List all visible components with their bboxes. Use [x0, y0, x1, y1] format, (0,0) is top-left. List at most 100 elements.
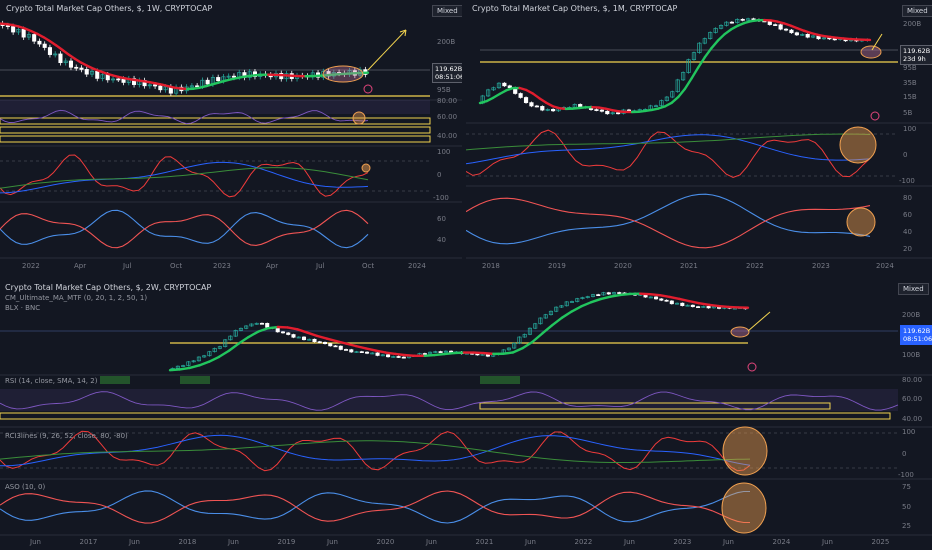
- biweekly-candle: [212, 347, 217, 353]
- monthly-chart-canvas[interactable]: [466, 0, 932, 275]
- scale-mode-button[interactable]: Mixed: [898, 283, 929, 295]
- moving-average-segment: [266, 325, 279, 330]
- moving-average-segment: [688, 299, 701, 305]
- chart-panel-monthly[interactable]: Crypto Total Market Cap Others, $, 1M, C…: [466, 0, 932, 275]
- moving-average-segment: [207, 355, 221, 363]
- moving-average-segment: [729, 24, 739, 31]
- time-axis-label: 2022: [574, 538, 593, 546]
- chart-panel-biweekly[interactable]: Crypto Total Market Cap Others, $, 2W, C…: [0, 279, 932, 550]
- rsi-zone-box: [0, 135, 431, 143]
- moving-average-segment: [531, 332, 544, 344]
- rsi-zone-box: [0, 412, 891, 420]
- moving-average-segment: [485, 96, 495, 103]
- weekly-candle: [68, 60, 74, 68]
- rsi-legend[interactable]: RSI (14, close, SMA, 14, 2): [5, 377, 98, 385]
- moving-average-segment: [663, 101, 673, 108]
- price-axis-label: 35B: [903, 79, 917, 87]
- rci-long-line: [0, 440, 751, 463]
- biweekly-candle: [244, 325, 249, 329]
- moving-average-segment: [560, 310, 573, 320]
- moving-average-segment: [217, 349, 230, 359]
- weekly-candle: [58, 53, 63, 64]
- monthly-candle: [821, 37, 827, 40]
- monthly-candle: [789, 29, 794, 34]
- monthly-candle: [518, 93, 523, 98]
- weekly-candle: [5, 25, 10, 27]
- monthly-candle: [811, 35, 816, 38]
- rsi-overbought-marker: [100, 376, 130, 384]
- highlight-ellipse: [322, 65, 364, 83]
- biweekly-candle: [249, 323, 254, 327]
- moving-average-segment: [609, 293, 622, 298]
- time-axis-label: 2019: [548, 262, 566, 270]
- rci-short-line: [0, 154, 369, 198]
- monthly-candle: [507, 85, 512, 89]
- biweekly-candle: [685, 304, 690, 307]
- time-axis-label: 2019: [277, 538, 296, 546]
- moving-average-segment: [256, 327, 270, 333]
- scale-mode-button[interactable]: Mixed: [902, 5, 932, 17]
- time-axis-label: 2023: [213, 262, 231, 270]
- weekly-candle: [231, 75, 236, 78]
- moving-average-segment: [580, 300, 593, 308]
- biweekly-candle: [254, 322, 259, 325]
- monthly-candle: [551, 108, 556, 112]
- rci-legend[interactable]: RCI3lines (9, 26, 52, close, 80, -80): [5, 432, 128, 440]
- biweekly-candle: [696, 306, 701, 309]
- biweekly-candle: [559, 305, 564, 308]
- biweekly-candle: [354, 351, 359, 354]
- moving-average-segment: [433, 352, 446, 357]
- time-axis-label: 2017: [79, 538, 98, 546]
- biweekly-candle: [386, 354, 391, 358]
- moving-average-segment: [423, 353, 436, 358]
- weekly-candle: [121, 78, 126, 83]
- moving-average-segment: [178, 366, 191, 371]
- time-axis-label: 2023: [812, 262, 830, 270]
- weekly-chart-canvas[interactable]: [0, 0, 462, 275]
- biweekly-candle: [228, 335, 233, 341]
- monthly-candle: [708, 32, 713, 39]
- moving-average-segment: [42, 36, 52, 43]
- biweekly-candle: [359, 351, 364, 354]
- biweekly-candle: [322, 341, 328, 345]
- monthly-candle: [773, 24, 778, 26]
- biweekly-candle: [317, 341, 322, 344]
- chart-panel-weekly[interactable]: Crypto Total Market Cap Others, $, 1W, C…: [0, 0, 462, 275]
- weekly-candle: [195, 85, 200, 88]
- biweekly-chart-canvas[interactable]: [0, 279, 932, 550]
- weekly-candle: [116, 78, 121, 81]
- biweekly-candle: [701, 306, 706, 308]
- monthly-candle: [496, 82, 502, 89]
- weekly-candle: [163, 86, 168, 91]
- last-price-value: 119.62B: [435, 65, 462, 73]
- weekly-candle: [89, 71, 95, 75]
- aso-axis-label: 40: [903, 228, 912, 236]
- time-axis-label: 2024: [408, 262, 426, 270]
- monthly-candle: [616, 112, 621, 115]
- highlight-circle: [839, 126, 877, 164]
- indicator-legend[interactable]: CM_Ultimate_MA_MTF (0, 20, 1, 2, 50, 1): [5, 294, 148, 302]
- moving-average-segment: [703, 47, 713, 59]
- biweekly-candle: [338, 345, 343, 350]
- biweekly-candle: [669, 300, 674, 305]
- time-axis-label: 2020: [376, 538, 395, 546]
- biweekly-candle: [391, 356, 396, 358]
- biweekly-candle: [328, 343, 333, 347]
- rsi-axis-label: 80.00: [437, 97, 458, 105]
- price-axis-label: 200B: [903, 20, 922, 28]
- time-axis-label: 2021: [475, 538, 494, 546]
- scale-mode-button[interactable]: Mixed: [432, 5, 462, 17]
- indicator-legend[interactable]: BLX · BNC: [5, 304, 41, 312]
- panel-title: Crypto Total Market Cap Others, $, 1M, C…: [472, 4, 678, 13]
- weekly-candle: [11, 26, 16, 33]
- monthly-candle: [659, 100, 664, 107]
- moving-average-segment: [61, 48, 70, 56]
- time-axis-label: Jun: [228, 538, 239, 546]
- time-axis-label: 2024: [876, 262, 894, 270]
- biweekly-candle: [238, 327, 243, 331]
- panel-title: Crypto Total Market Cap Others, $, 1W, C…: [6, 4, 213, 13]
- rci-mid-line: [0, 161, 369, 194]
- aso-legend[interactable]: ASO (10, 0): [5, 483, 46, 491]
- weekly-candle: [153, 84, 158, 87]
- monthly-candle: [605, 110, 610, 115]
